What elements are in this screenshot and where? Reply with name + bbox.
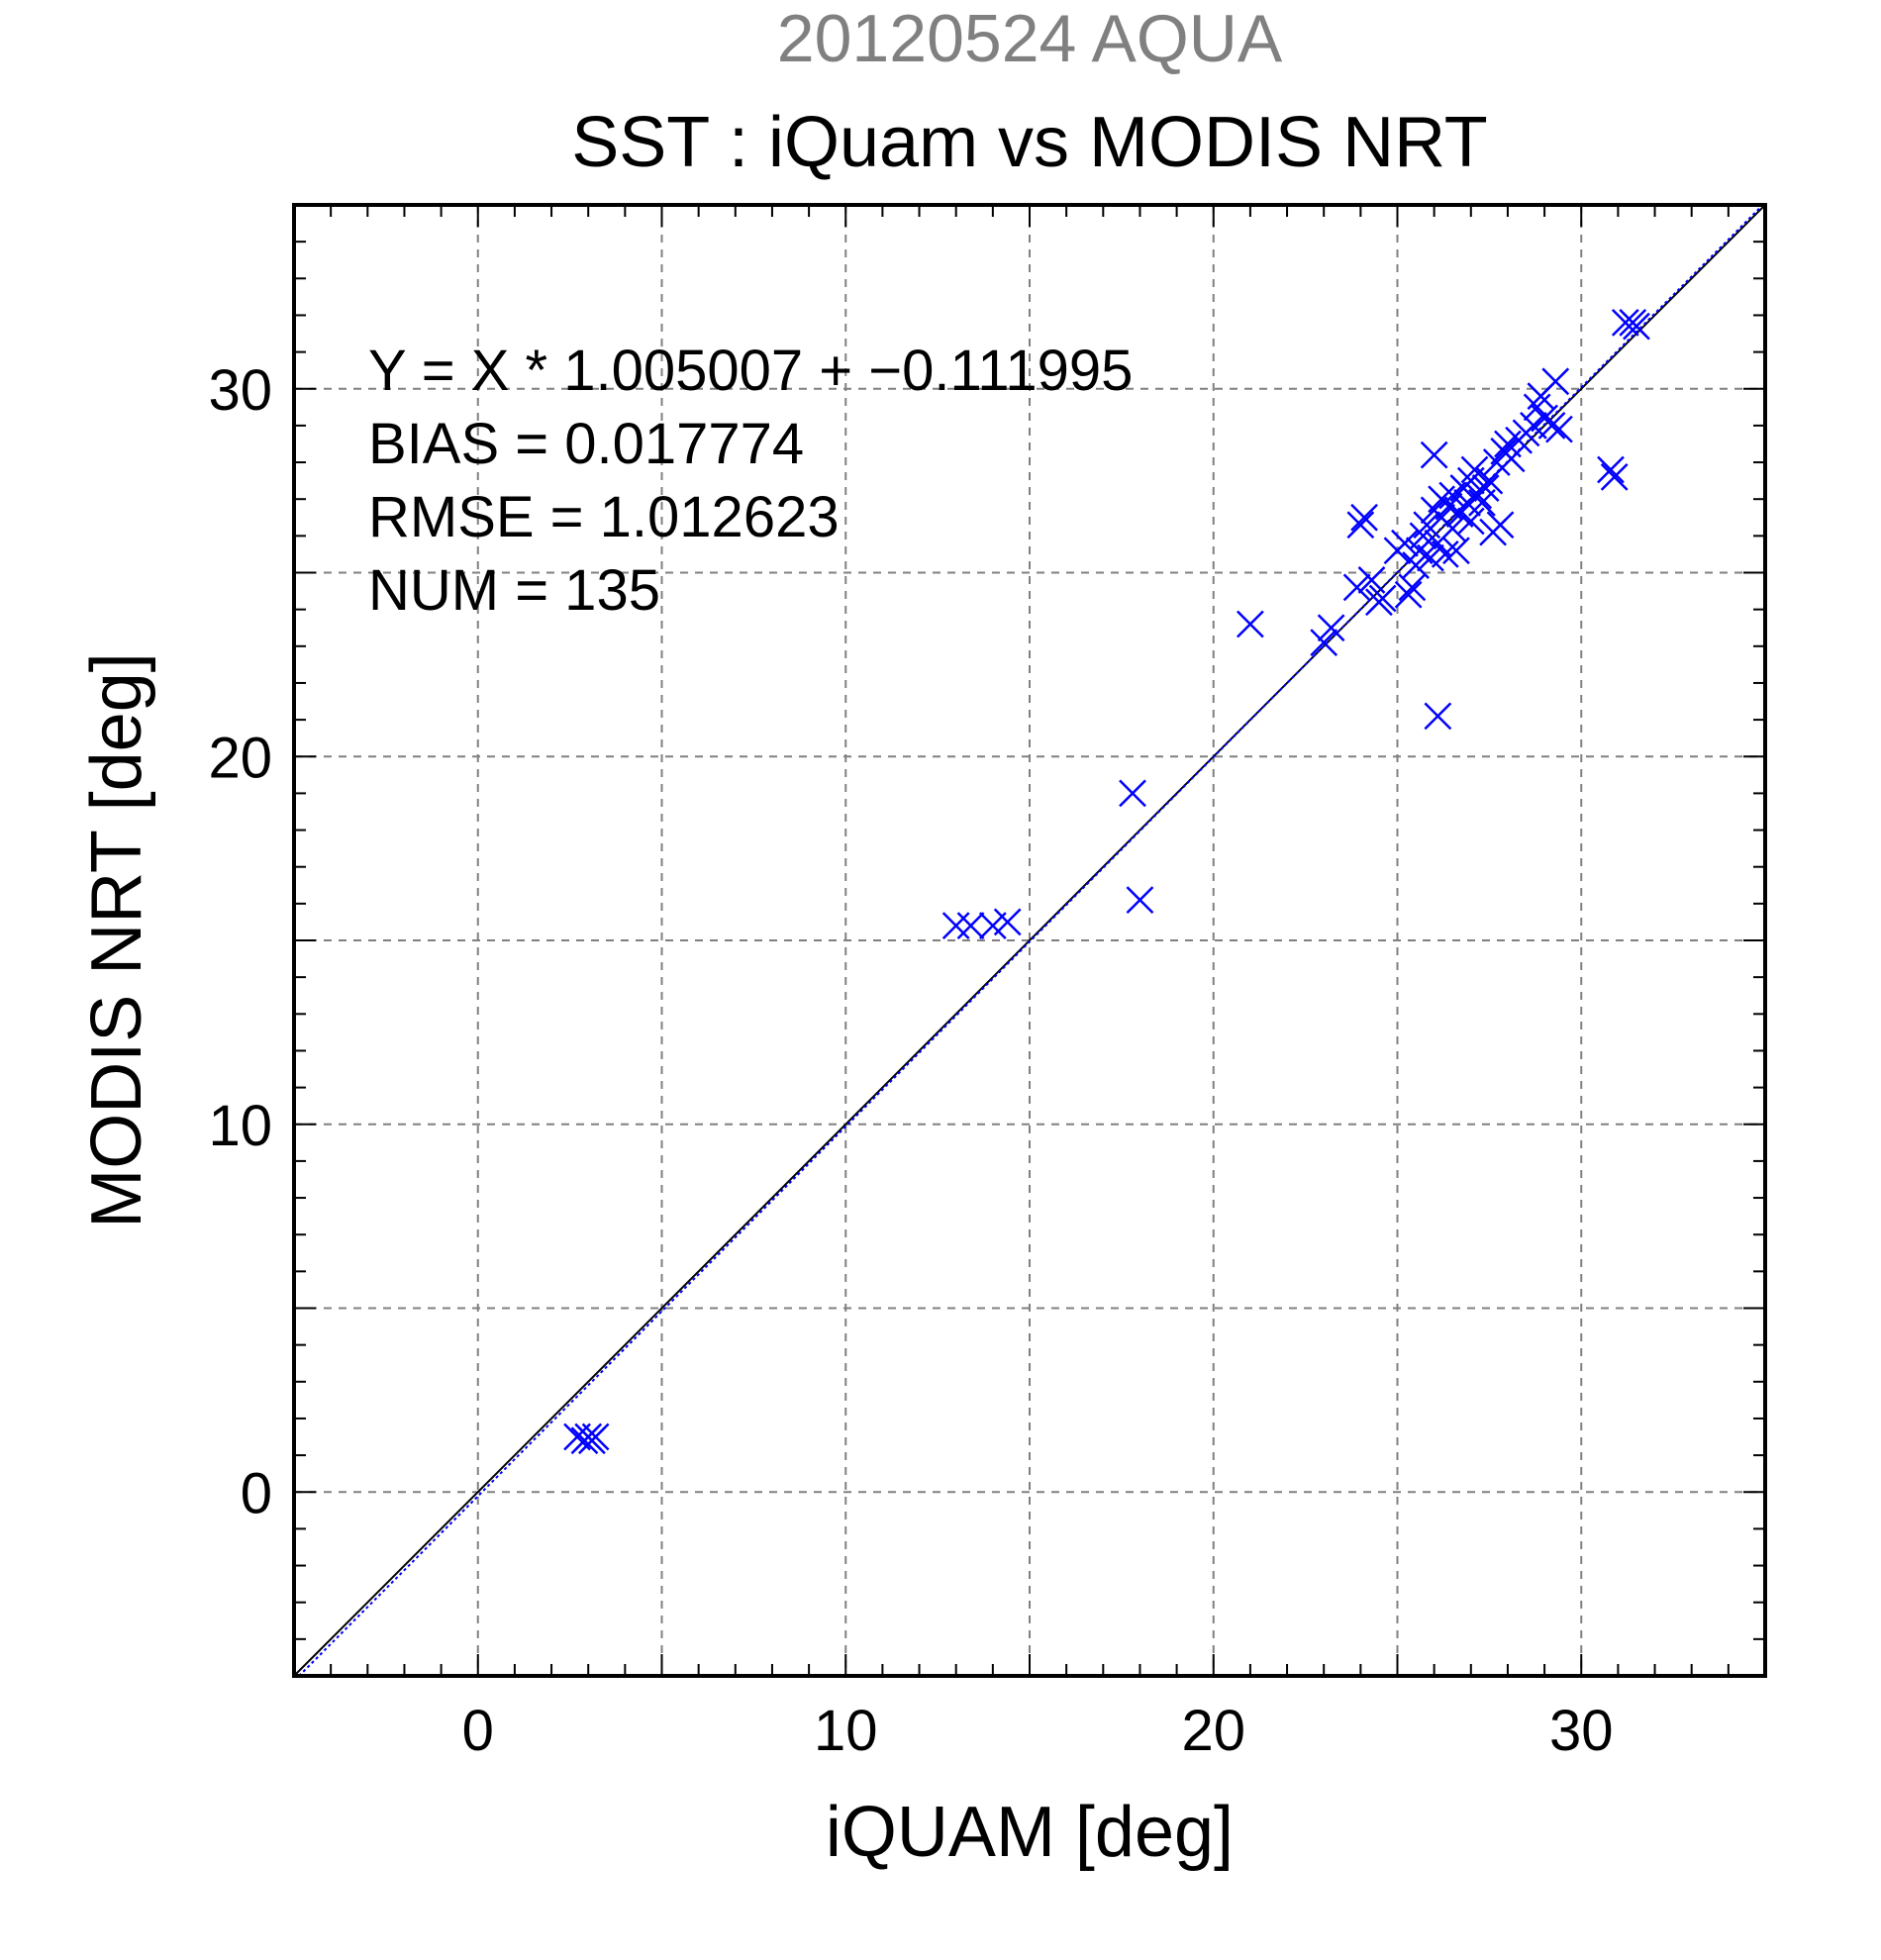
data-point xyxy=(1119,779,1146,808)
data-point xyxy=(1424,702,1452,731)
data-point xyxy=(1623,312,1650,341)
data-point xyxy=(1237,610,1264,638)
data-point xyxy=(581,1422,610,1451)
stats-equation: Y = X * 1.005007 + −0.111995 xyxy=(368,339,1133,403)
data-point xyxy=(1317,614,1345,642)
y-axis-label: MODIS NRT [deg] xyxy=(77,652,156,1228)
x-tick-label: 10 xyxy=(814,1699,878,1763)
data-point xyxy=(1600,463,1629,491)
x-tick-label: 20 xyxy=(1181,1699,1245,1763)
point-layer xyxy=(563,308,1650,1455)
data-point xyxy=(1486,511,1515,539)
x-axis-label: iQUAM [deg] xyxy=(826,1793,1234,1872)
data-point xyxy=(1471,474,1500,502)
data-point xyxy=(1357,566,1386,594)
data-point xyxy=(1413,511,1441,539)
y-tick-label: 20 xyxy=(208,726,272,790)
stats-box: Y = X * 1.005007 + −0.111995 BIAS = 0.01… xyxy=(368,339,1133,623)
data-point xyxy=(1475,466,1504,495)
data-point xyxy=(1442,537,1470,565)
y-tick-label: 0 xyxy=(241,1461,272,1525)
stats-num: NUM = 135 xyxy=(368,558,660,623)
data-point xyxy=(1350,503,1378,532)
data-point xyxy=(1497,444,1526,473)
stats-bias: BIAS = 0.017774 xyxy=(368,412,804,476)
y-tick-label: 30 xyxy=(208,358,272,423)
chart-title: SST : iQuam vs MODIS NRT xyxy=(571,103,1488,182)
data-point xyxy=(1597,455,1625,484)
data-point xyxy=(993,908,1022,936)
data-point xyxy=(1342,573,1371,602)
data-point xyxy=(1545,415,1573,443)
chart-supertitle: 20120524 AQUA xyxy=(777,1,1283,76)
data-point xyxy=(1391,529,1419,557)
data-point xyxy=(1456,507,1485,536)
data-point xyxy=(1460,455,1489,484)
data-point xyxy=(1611,308,1639,337)
stats-rmse: RMSE = 1.012623 xyxy=(368,485,840,549)
data-point xyxy=(1541,367,1570,396)
tick-label-layer: 0 10 20 30 0 10 20 30 xyxy=(208,358,1613,1763)
data-point xyxy=(1398,573,1427,602)
y-tick-label: 10 xyxy=(208,1094,272,1158)
data-point xyxy=(1394,580,1423,609)
x-tick-label: 0 xyxy=(462,1699,494,1763)
data-point xyxy=(1537,412,1566,440)
data-point xyxy=(1126,886,1154,915)
plot-frame xyxy=(292,203,1767,1678)
data-point xyxy=(941,912,970,940)
data-point xyxy=(1346,511,1375,539)
data-point xyxy=(1310,629,1338,656)
data-point xyxy=(1368,584,1397,613)
x-tick-label: 30 xyxy=(1549,1699,1614,1763)
grid-layer xyxy=(294,205,1765,1676)
data-point xyxy=(1438,515,1467,542)
data-point xyxy=(956,912,985,940)
data-point xyxy=(1431,540,1459,568)
data-point xyxy=(1420,441,1448,469)
